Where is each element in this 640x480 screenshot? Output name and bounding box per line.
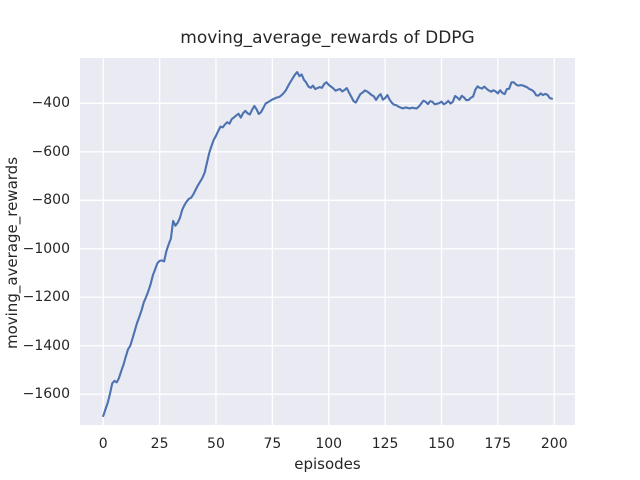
y-tick-label: −1000 <box>22 240 70 257</box>
x-tick-label: 150 <box>428 436 455 452</box>
x-tick-label: 50 <box>207 436 225 452</box>
y-axis-label-text: moving_average_rewards <box>3 156 21 350</box>
line-chart <box>80 58 575 425</box>
x-tick-label: 125 <box>371 436 399 452</box>
y-tick-label: −400 <box>31 95 70 112</box>
y-tick-label: −1600 <box>22 386 70 403</box>
y-tick-label: −800 <box>31 192 70 209</box>
plot-area <box>80 58 575 425</box>
x-tick-label: 100 <box>315 436 343 452</box>
x-tick-label: 25 <box>150 436 169 452</box>
x-tick-label: 75 <box>263 436 282 452</box>
x-tick-label: 0 <box>98 436 108 452</box>
y-tick-label: −600 <box>31 143 70 160</box>
y-tick-label: −1400 <box>22 337 70 354</box>
x-tick-label: 175 <box>484 436 512 452</box>
y-tick-label: −1200 <box>22 289 70 306</box>
chart-title: moving_average_rewards of DDPG <box>180 28 475 48</box>
x-axis-label: episodes <box>294 455 361 473</box>
x-tick-label: 200 <box>540 436 568 452</box>
